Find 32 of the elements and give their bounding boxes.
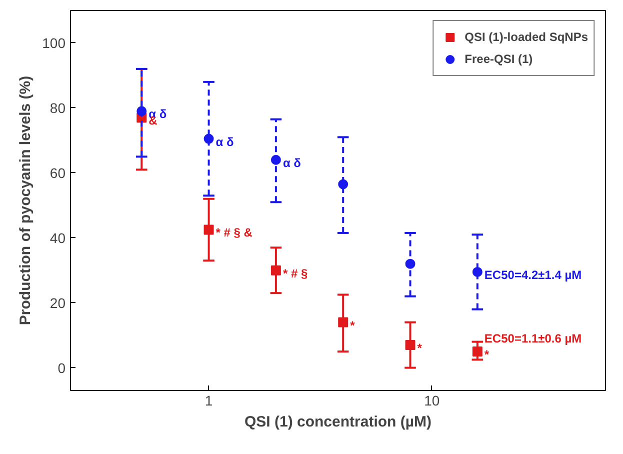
point bbox=[405, 340, 416, 350]
annotation: * # § bbox=[282, 266, 308, 280]
point bbox=[136, 106, 147, 116]
annotation: * bbox=[417, 341, 422, 356]
y-tick-label: 0 bbox=[58, 360, 66, 376]
legend-label: QSI (1)-loaded SqNPs bbox=[464, 30, 588, 44]
y-axis-title: Production of pyocyanin levels (%) bbox=[17, 76, 34, 326]
y-tick-label: 40 bbox=[50, 230, 66, 246]
annotation: * # § & bbox=[216, 226, 253, 240]
point bbox=[204, 224, 214, 235]
x-tick-label: 1 bbox=[204, 392, 213, 408]
point bbox=[472, 266, 482, 277]
x-axis-title: QSI (1) concentration (µM) bbox=[244, 414, 432, 430]
y-tick-label: 80 bbox=[50, 100, 66, 116]
point bbox=[270, 154, 281, 165]
point bbox=[270, 265, 281, 276]
annotation: * bbox=[484, 348, 490, 362]
annotation: * bbox=[350, 318, 356, 332]
point bbox=[204, 134, 214, 144]
point bbox=[405, 258, 416, 269]
point bbox=[338, 317, 348, 328]
point bbox=[338, 179, 348, 190]
annotation: EC50=4.2±1.4 µM bbox=[484, 268, 582, 282]
annotation: α δ bbox=[216, 134, 234, 149]
point bbox=[472, 346, 482, 357]
legend-label: Free-QSI (1) bbox=[464, 52, 533, 66]
annotation: α δ bbox=[282, 156, 301, 170]
annotation: EC50=1.1±0.6 µM bbox=[484, 332, 582, 346]
y-tick-label: 60 bbox=[50, 164, 66, 181]
y-tick-label: 100 bbox=[42, 34, 66, 51]
x-tick-label: 10 bbox=[424, 392, 440, 408]
y-tick-label: 20 bbox=[50, 294, 66, 311]
